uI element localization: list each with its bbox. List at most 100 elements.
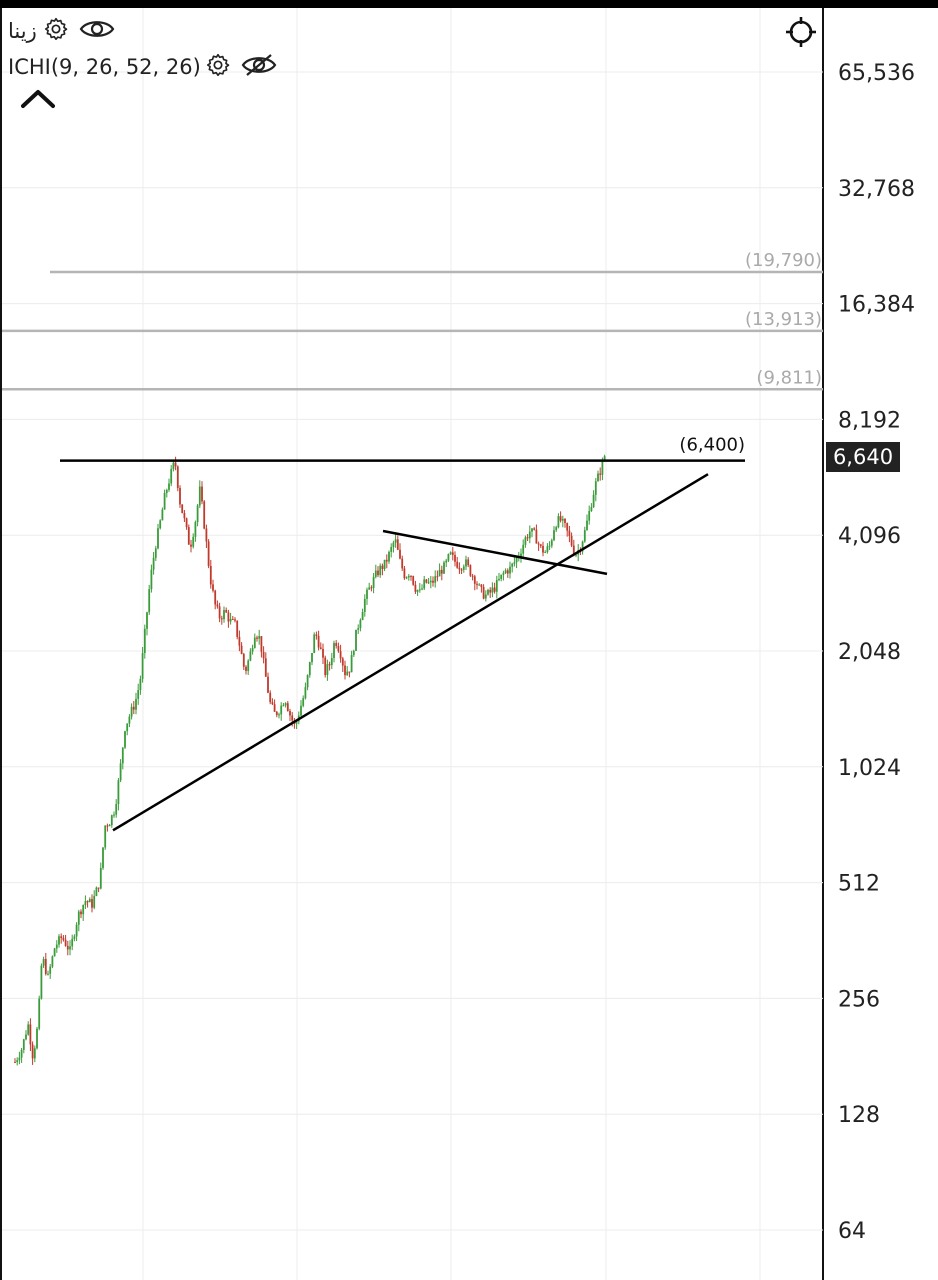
candle-body [31,1044,34,1059]
candle-body [117,780,120,805]
candle-body [504,570,507,573]
candle-body [594,481,597,495]
eye-off-icon[interactable] [241,52,277,82]
candle-body [405,577,408,579]
candle-body [106,825,109,827]
candle-body [447,554,450,561]
candle-body [128,716,131,724]
candle-body [143,628,146,653]
candle-body [535,529,538,544]
candle-body [361,611,364,621]
indicator-name: ICHI(9, 26, 52, 26) [8,55,201,79]
eye-icon[interactable] [79,16,115,46]
candle-body [489,589,492,593]
candle-body [295,721,298,724]
candle-body [526,537,529,539]
candle-body [249,651,252,661]
y-tick-label: 128 [838,1103,880,1128]
candle-body [436,576,439,578]
candle-body [75,924,78,937]
candle-body [575,554,577,556]
candle-body [55,944,58,949]
candle-body [599,473,602,475]
gear-icon[interactable] [205,52,231,82]
candle-body [401,558,404,569]
candle-body [407,575,410,578]
candle-body [570,535,573,546]
candle-body [198,486,201,506]
candle-body [337,646,340,652]
candle-body [73,936,76,939]
candle-body [192,536,195,547]
crosshair-icon[interactable] [785,16,817,52]
candle-body [458,567,461,570]
candle-body [205,528,208,542]
candle-body [555,527,558,531]
candle-body [110,815,113,826]
candle-body [412,576,415,585]
candle-body [502,572,505,575]
candle-body [157,528,159,549]
candle-body [399,549,401,559]
candle-body [350,655,353,673]
candle-body [88,899,91,903]
candle-body [335,643,338,647]
candle-body [454,554,456,562]
candle-body [583,530,586,542]
candle-body [234,619,236,621]
candle-body [427,582,430,584]
candle-body [262,651,265,659]
candle-body [124,731,126,748]
candle-body [456,561,459,568]
candle-body [115,804,118,815]
candle-body [531,528,533,532]
candle-body [548,545,551,547]
candle-body [159,520,162,529]
candle-body [236,620,239,637]
candle-body [328,664,331,666]
candle-body [423,579,426,589]
chevron-up-icon[interactable] [20,88,56,114]
candle-body [491,587,494,593]
candle-body [300,705,302,716]
candle-body [99,868,102,889]
candle-body [62,937,65,940]
candle-body [539,544,542,546]
candle-body [282,705,285,707]
candle-body [245,666,247,671]
candle-body [179,487,181,505]
candle-body [330,658,333,666]
candle-body [324,657,327,675]
candle-body [104,825,107,848]
candle-body [392,542,395,548]
candle-body [284,703,287,706]
candle-body [418,589,421,591]
candle-body [291,715,294,721]
candle-body [183,512,186,519]
candle-body [130,706,133,717]
candle-body [242,653,245,667]
gear-icon[interactable] [43,16,69,46]
candle-body [209,565,212,585]
candle-body [357,628,360,630]
candle-body [47,973,49,975]
candle-body [550,540,553,546]
candle-body [333,643,335,659]
candle-body [95,887,98,896]
candle-body [176,466,179,488]
candle-body [394,539,397,543]
candle-body [53,948,56,957]
y-tick-label: 65,536 [838,61,915,86]
candle-body [592,494,595,508]
candle-body [451,552,454,555]
candle-body [256,637,258,639]
candle-body [253,637,256,648]
candle-body [280,705,283,715]
candle-body [308,662,311,676]
candle-body [225,610,228,613]
candle-body [60,936,63,938]
candle-body [121,747,124,764]
candle-body [586,520,588,531]
candle-body [315,634,318,636]
